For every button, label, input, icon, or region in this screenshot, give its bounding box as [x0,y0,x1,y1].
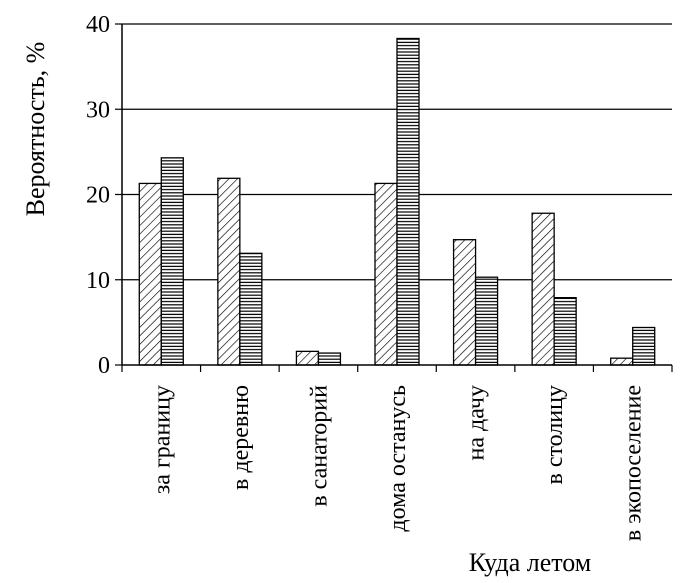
x-category-label: дома останусь [385,385,411,532]
x-category-label: в деревню [228,385,254,490]
y-tick-label: 40 [86,12,110,38]
x-category-label: в экопоселение [621,385,647,541]
y-tick-label: 20 [86,183,110,209]
bar-diagonal-6 [531,212,555,366]
y-tick-label: 0 [98,353,110,379]
bar-diagonal-2 [217,177,241,366]
axes [115,23,673,372]
bars-group [138,37,656,366]
bar-diagonal-3 [295,350,320,366]
x-category-label: на дачу [464,385,490,460]
bar-diagonal-4 [374,182,398,366]
bar-horizontal-4 [396,37,420,366]
bar-horizontal-3 [317,352,342,366]
bar-horizontal-7 [632,326,656,366]
bar-horizontal-2 [239,252,263,366]
y-tick-label: 30 [86,97,110,123]
x-category-label: в столицу [542,385,568,485]
bar-horizontal-5 [474,276,499,366]
x-axis-title: Куда летом [469,548,592,577]
bar-diagonal-1 [138,182,162,366]
bar-horizontal-6 [553,297,577,366]
y-axis-title: Вероятность, % [21,42,50,217]
y-tick-label: 10 [86,268,110,294]
x-category-label: в санаторий [306,385,332,507]
bar-diagonal-5 [452,239,477,366]
y-tick-labels: 0 10 20 30 40 [86,12,110,379]
x-category-labels: за границу в деревню в санаторий дома остан… [149,385,646,541]
bar-horizontal-1 [160,157,184,366]
x-category-label: за границу [149,385,175,494]
bar-diagonal-7 [610,357,634,366]
